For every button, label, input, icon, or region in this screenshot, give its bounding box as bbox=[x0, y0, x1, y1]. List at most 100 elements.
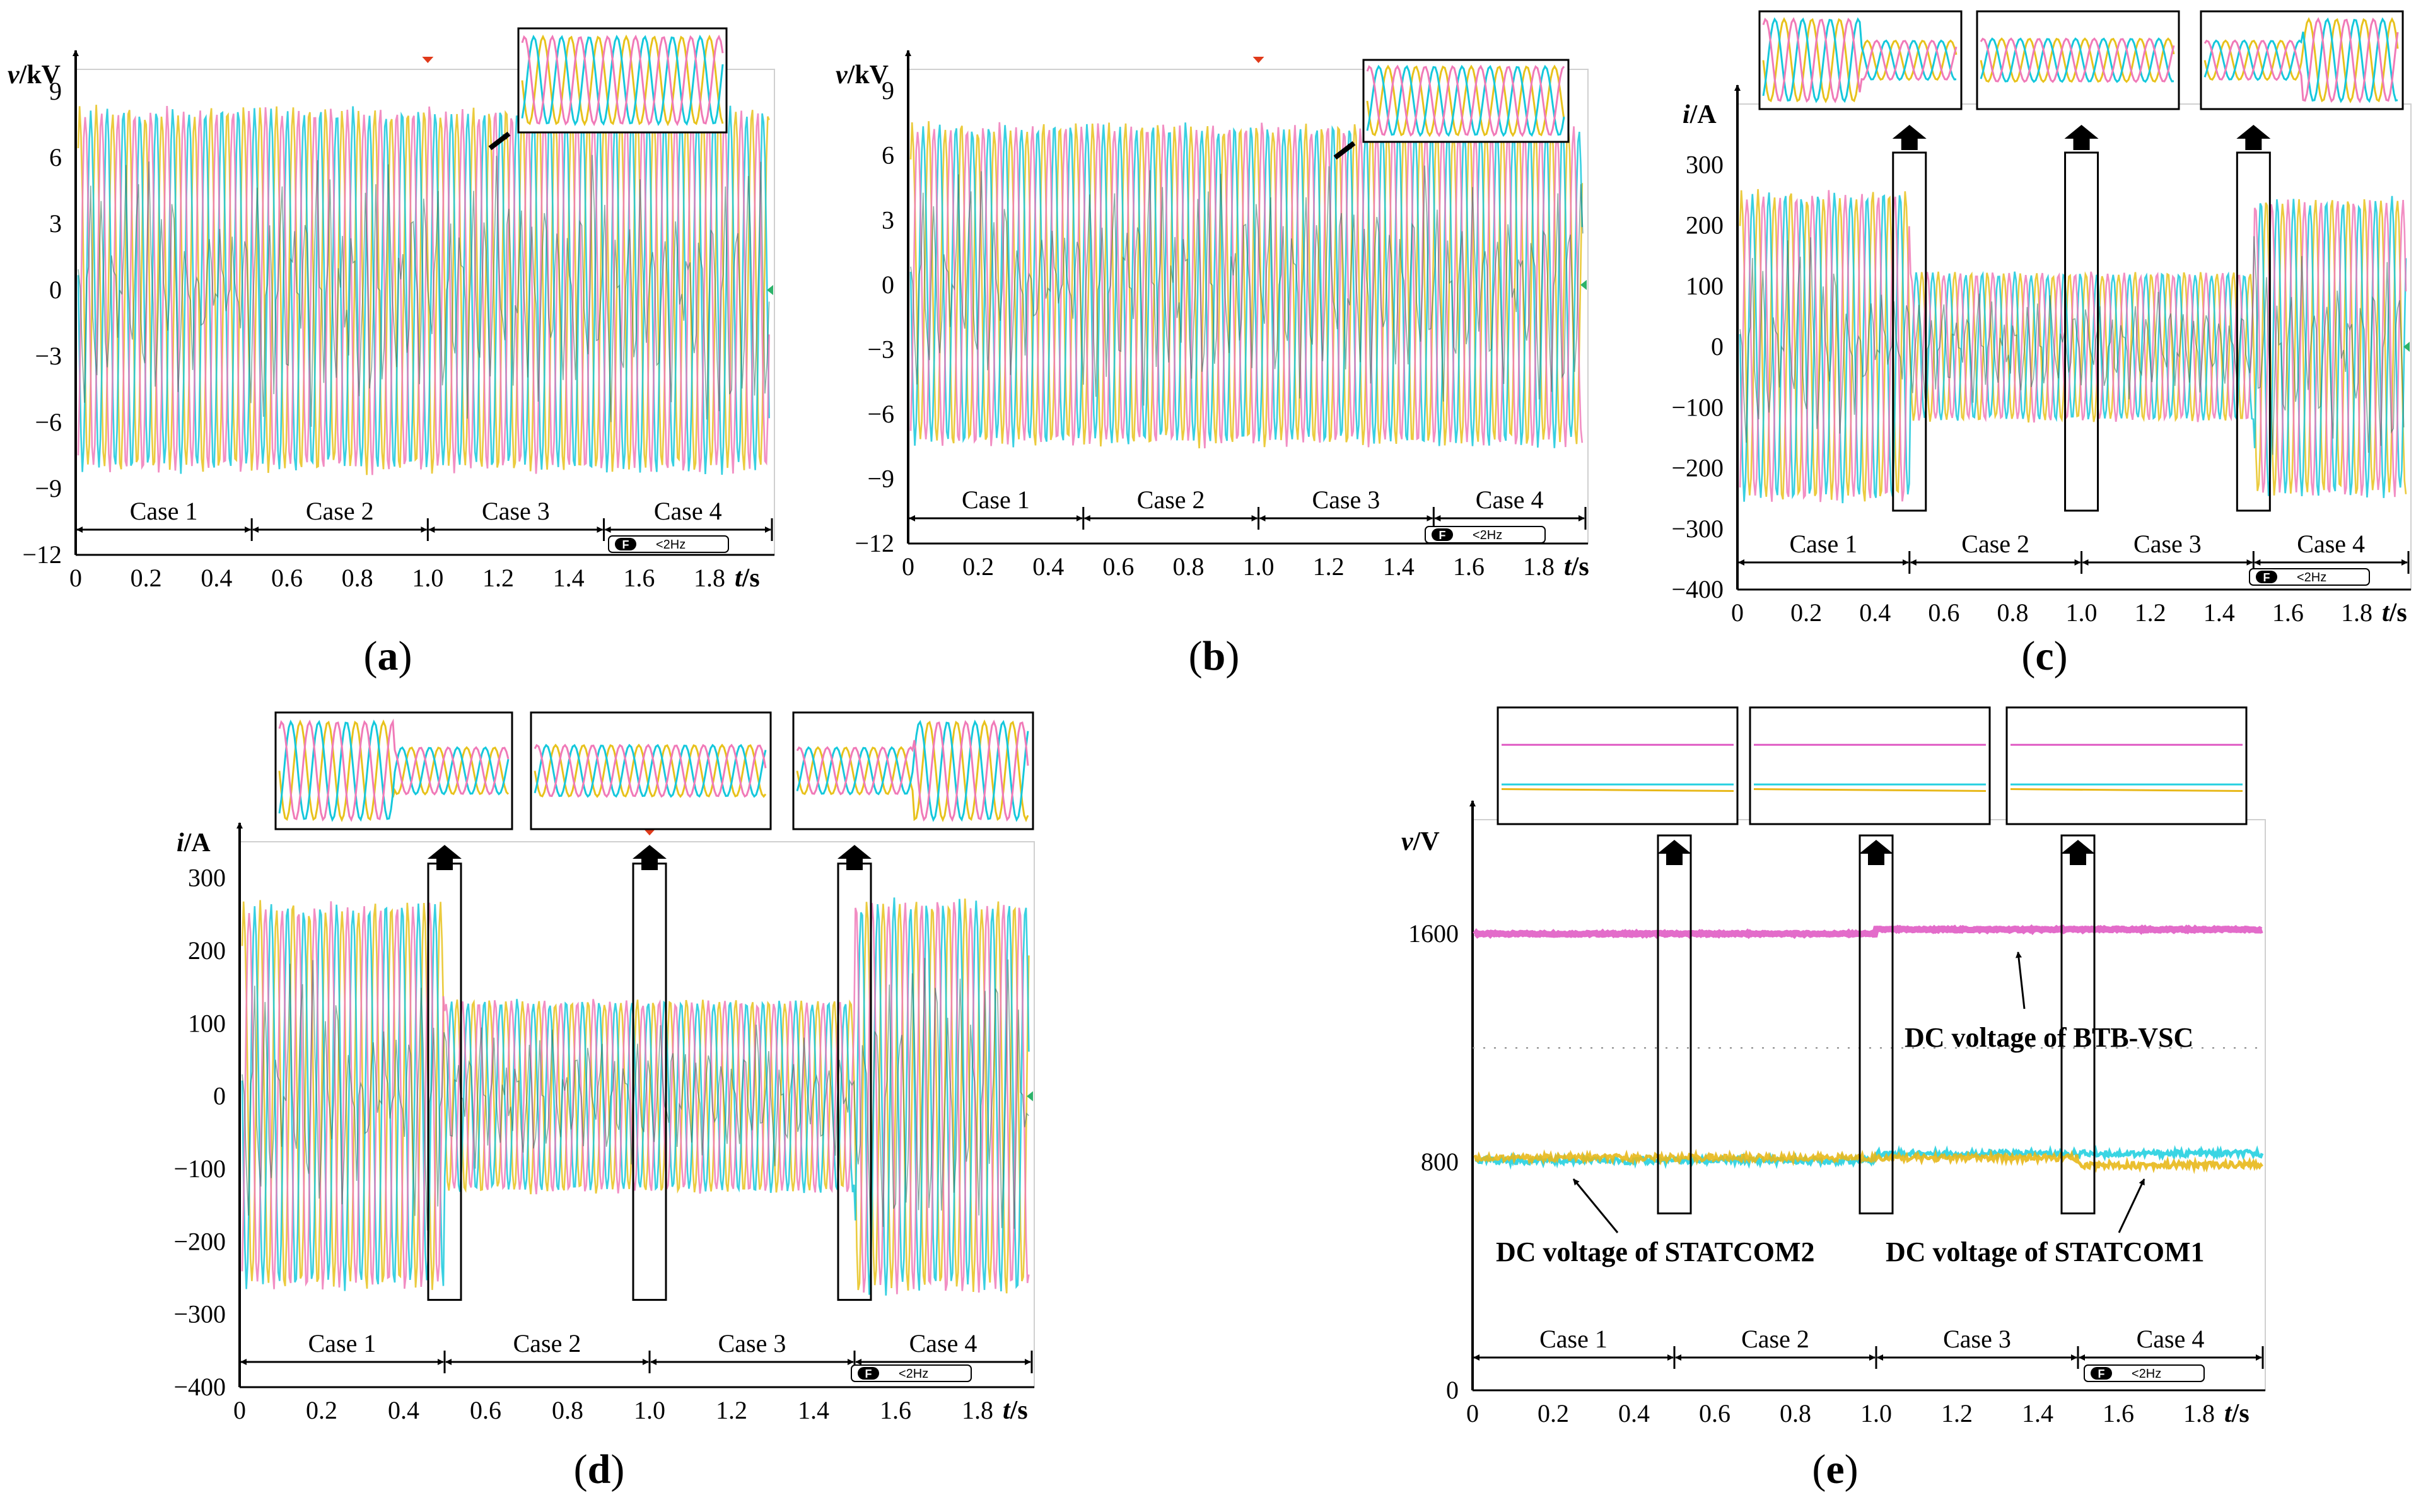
x-tick-label: 1.0 bbox=[634, 1396, 665, 1424]
x-tick-label: 1.2 bbox=[1313, 552, 1345, 581]
y-tick-label: −9 bbox=[867, 464, 894, 492]
scope-badge: F <2Hz bbox=[2249, 568, 2370, 586]
y-axis-label: v/kV bbox=[8, 61, 61, 90]
panel-caption: (a) bbox=[364, 633, 412, 679]
zoom-wave bbox=[521, 34, 724, 127]
highlight-box bbox=[2236, 151, 2271, 512]
zoom-wave bbox=[521, 34, 724, 127]
badge-text: <2Hz bbox=[656, 538, 686, 552]
label-statcom2: DC voltage of STATCOM2 bbox=[1496, 1236, 1815, 1267]
zoom-inset bbox=[1333, 59, 1570, 160]
case-label: Case 1 bbox=[130, 497, 198, 525]
highlight-box bbox=[2060, 834, 2096, 1214]
caption-open: ( bbox=[1812, 1446, 1826, 1492]
y-tick-label: 200 bbox=[1686, 211, 1724, 240]
waveform-a bbox=[77, 105, 770, 475]
zoom-frame bbox=[517, 27, 728, 134]
dc-annotations: DC voltage of BTB-VSC DC voltage of STATC… bbox=[1496, 951, 2205, 1267]
dc-trace-2 bbox=[1474, 1144, 2264, 1170]
highlight-box bbox=[837, 863, 872, 1301]
x-axis-var: t bbox=[1564, 552, 1572, 581]
caption-open: ( bbox=[364, 633, 378, 679]
x-axis-label: t/s bbox=[735, 564, 760, 593]
y-tick-label: −200 bbox=[173, 1227, 226, 1255]
x-tick-label: 1.4 bbox=[798, 1396, 829, 1424]
x-tick-label: 0 bbox=[233, 1396, 246, 1424]
panel-caption: (b) bbox=[1189, 633, 1240, 679]
x-tick-label: 1.4 bbox=[2203, 598, 2235, 627]
zoom-wave bbox=[2203, 17, 2398, 103]
trigger-marker bbox=[644, 829, 655, 835]
y-tick-label: −300 bbox=[1671, 515, 1724, 543]
case-label: Case 4 bbox=[2137, 1325, 2205, 1353]
y-axis-var: v bbox=[836, 61, 848, 90]
case-label: Case 3 bbox=[1943, 1325, 2011, 1353]
y-axis-label: i/A bbox=[177, 829, 211, 858]
waveform-d bbox=[241, 897, 1030, 1296]
badge-letter: F bbox=[2098, 1368, 2105, 1380]
scope-badge: F <2Hz bbox=[608, 535, 729, 553]
x-axis-unit: /s bbox=[2231, 1399, 2250, 1428]
x-tick-label: 1.8 bbox=[962, 1396, 993, 1424]
x-tick-label: 1.0 bbox=[2066, 598, 2098, 627]
zoom-frame bbox=[1497, 706, 1739, 825]
case-label: Case 3 bbox=[718, 1329, 786, 1358]
case-label: Case 2 bbox=[1137, 486, 1205, 514]
x-tick-label: 1.2 bbox=[1941, 1399, 1973, 1428]
badge-letter: F bbox=[1439, 529, 1446, 542]
y-tick-label: 300 bbox=[188, 864, 226, 892]
series-line-phase-c bbox=[1739, 190, 2407, 503]
y-tick-label: 9 bbox=[49, 77, 62, 105]
x-tick-label: 0.6 bbox=[271, 564, 303, 592]
trigger-marker bbox=[422, 57, 434, 63]
x-axis-var: t bbox=[1003, 1396, 1011, 1425]
y-tick-label: 0 bbox=[213, 1082, 226, 1110]
y-tick-label: 0 bbox=[1446, 1376, 1459, 1404]
case-label: Case 4 bbox=[909, 1329, 977, 1358]
zoom-trace bbox=[2010, 788, 2243, 792]
caption-open: ( bbox=[2021, 633, 2035, 679]
y-axis-var: v bbox=[8, 61, 20, 90]
x-tick-label: 0 bbox=[1466, 1399, 1479, 1428]
x-tick-label: 0.8 bbox=[552, 1396, 583, 1424]
badge-text: <2Hz bbox=[2297, 571, 2326, 584]
up-arrow-icon bbox=[2061, 840, 2095, 865]
y-axis-unit: /V bbox=[1413, 827, 1440, 856]
x-axis-label: t/s bbox=[2224, 1399, 2250, 1428]
badge-pill bbox=[1432, 528, 1453, 541]
x-tick-label: 1.8 bbox=[694, 564, 725, 592]
y-tick-label: −6 bbox=[867, 400, 894, 428]
cursor-marker bbox=[2403, 342, 2410, 352]
y-axis-var: i bbox=[177, 829, 184, 858]
x-tick-label: 1.6 bbox=[2272, 598, 2304, 627]
badge-frame bbox=[2084, 1364, 2205, 1382]
x-tick-label: 0.6 bbox=[1102, 552, 1134, 581]
x-tick-label: 0.2 bbox=[1538, 1399, 1569, 1428]
badge-text: <2Hz bbox=[899, 1367, 928, 1381]
y-tick-label: −3 bbox=[35, 342, 62, 370]
y-tick-label: −400 bbox=[1671, 575, 1724, 603]
x-tick-label: 0.2 bbox=[306, 1396, 337, 1424]
y-tick-label: −100 bbox=[1671, 393, 1724, 421]
label-statcom1: DC voltage of STATCOM1 bbox=[1886, 1236, 2205, 1267]
x-tick-label: 1.0 bbox=[1243, 552, 1275, 581]
pointer-arrow-icon bbox=[1333, 141, 1356, 160]
x-tick-label: 1.2 bbox=[482, 564, 514, 592]
y-tick-label: 100 bbox=[188, 1009, 226, 1037]
x-tick-label: 1.4 bbox=[2022, 1399, 2053, 1428]
y-tick-label: 0 bbox=[1711, 332, 1724, 361]
x-tick-label: 0.6 bbox=[1928, 598, 1959, 627]
x-tick-label: 0 bbox=[902, 552, 914, 581]
zoom-wave bbox=[1762, 17, 1957, 103]
up-arrow-icon bbox=[1892, 125, 1927, 150]
caption-letter: b bbox=[1203, 633, 1226, 679]
highlight-box bbox=[1892, 151, 1927, 512]
caption-close: ) bbox=[610, 1446, 624, 1492]
x-tick-label: 0.2 bbox=[1790, 598, 1822, 627]
x-tick-label: 0.4 bbox=[388, 1396, 419, 1424]
badge-pill bbox=[615, 538, 636, 550]
